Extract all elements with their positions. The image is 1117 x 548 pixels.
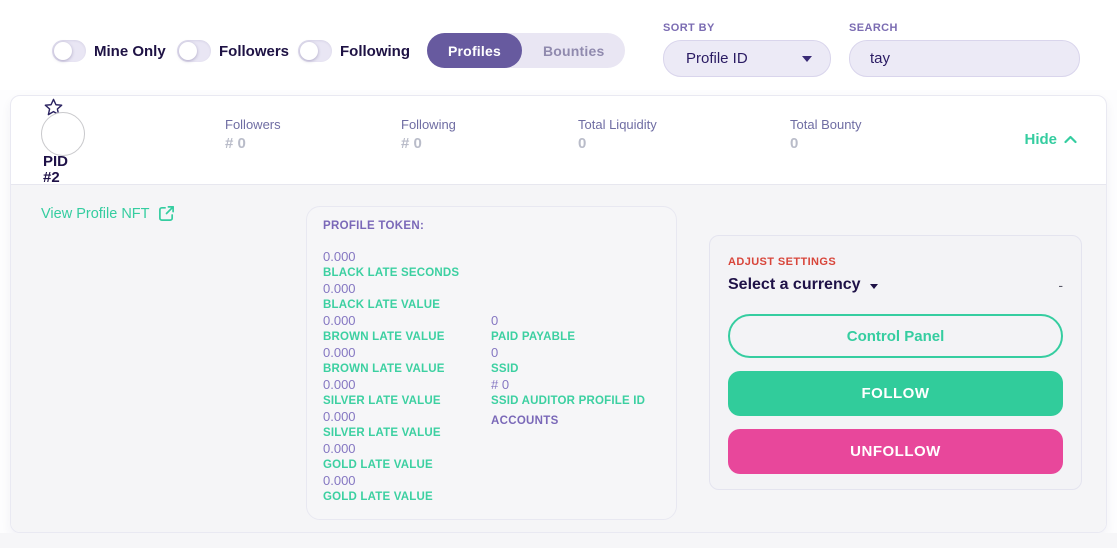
token-column-right: 0 PAID PAYABLE 0 SSID # 0 SSID AUDITOR P… bbox=[491, 313, 645, 429]
token-value: 0.000 bbox=[323, 281, 356, 296]
tab-profiles[interactable]: Profiles bbox=[427, 33, 522, 68]
profiles-bounties-switch: Profiles Bounties bbox=[427, 33, 626, 68]
search-box bbox=[849, 40, 1080, 77]
stat-total-bounty: Total Bounty 0 bbox=[790, 117, 862, 152]
token-value: 0.000 bbox=[323, 249, 356, 264]
mine-only-toggle-group: Mine Only bbox=[52, 40, 166, 62]
followers-toggle-label: Followers bbox=[219, 42, 290, 60]
stat-followers: Followers # 0 bbox=[225, 117, 281, 152]
token-value: # 0 bbox=[491, 377, 510, 392]
profile-token-title: PROFILE TOKEN: bbox=[323, 220, 425, 232]
stat-label: Total Bounty bbox=[790, 117, 862, 132]
token-value: 0 bbox=[491, 313, 499, 328]
toggle-knob bbox=[54, 42, 72, 60]
token-label: GOLD LATE VALUE bbox=[323, 459, 433, 471]
unfollow-button[interactable]: UNFOLLOW bbox=[728, 429, 1063, 474]
profile-card: PID #2 Followers # 0 Following # 0 Total… bbox=[10, 95, 1107, 533]
profile-id-line1: PID bbox=[43, 153, 69, 170]
avatar bbox=[41, 112, 85, 156]
profile-id-line2: #2 bbox=[43, 169, 60, 186]
stat-following: Following # 0 bbox=[401, 117, 456, 152]
token-label: SSID AUDITOR PROFILE ID bbox=[491, 395, 646, 407]
profile-id: PID #2 bbox=[43, 154, 68, 186]
currency-value-placeholder: - bbox=[1058, 277, 1063, 293]
currency-row: Select a currency - bbox=[728, 276, 1063, 294]
token-label: PAID PAYABLE bbox=[491, 331, 576, 343]
stat-value: 0 bbox=[578, 135, 587, 152]
external-link-icon bbox=[158, 206, 174, 221]
stat-value: # 0 bbox=[401, 135, 422, 152]
toggle-knob bbox=[179, 42, 197, 60]
mine-only-toggle[interactable] bbox=[52, 40, 86, 62]
profile-card-body: View Profile NFT PROFILE TOKEN: 0.000 BL… bbox=[11, 184, 1106, 532]
search-label: SEARCH bbox=[849, 22, 898, 34]
view-profile-nft-label: View Profile NFT bbox=[41, 205, 150, 222]
stat-label: Following bbox=[401, 117, 456, 132]
token-label: SILVER LATE VALUE bbox=[323, 395, 441, 407]
stat-label: Total Liquidity bbox=[578, 117, 657, 132]
following-toggle-group: Following bbox=[298, 40, 410, 62]
stat-label: Followers bbox=[225, 117, 281, 132]
accounts-section-label: ACCOUNTS bbox=[491, 415, 559, 427]
stat-value: # 0 bbox=[225, 135, 246, 152]
mine-only-toggle-label: Mine Only bbox=[94, 42, 166, 60]
favorite-star-icon[interactable] bbox=[44, 98, 63, 122]
token-label: SSID bbox=[491, 363, 519, 375]
chevron-up-icon bbox=[1064, 135, 1077, 144]
token-label: SILVER LATE VALUE bbox=[323, 427, 441, 439]
adjust-settings-panel: ADJUST SETTINGS Select a currency - Cont… bbox=[709, 235, 1082, 490]
stat-total-liquidity: Total Liquidity 0 bbox=[578, 117, 657, 152]
token-column-left: 0.000 BLACK LATE SECONDS 0.000 BLACK LAT… bbox=[323, 249, 459, 505]
tab-bounties[interactable]: Bounties bbox=[542, 42, 605, 59]
stat-value: 0 bbox=[790, 135, 799, 152]
chevron-down-icon bbox=[869, 283, 878, 289]
sort-by-value: Profile ID bbox=[686, 50, 748, 67]
sort-by-label: SORT BY bbox=[663, 22, 715, 34]
sort-by-select[interactable]: Profile ID bbox=[663, 40, 831, 77]
token-label: BROWN LATE VALUE bbox=[323, 331, 445, 343]
following-toggle-label: Following bbox=[340, 42, 410, 60]
token-label: BLACK LATE SECONDS bbox=[323, 267, 460, 279]
token-label: BROWN LATE VALUE bbox=[323, 363, 445, 375]
token-value: 0 bbox=[491, 345, 499, 360]
currency-select-label: Select a currency bbox=[728, 276, 861, 293]
toggle-knob bbox=[300, 42, 318, 60]
followers-toggle-group: Followers bbox=[177, 40, 289, 62]
token-value: 0.000 bbox=[323, 441, 356, 456]
toolbar: Mine Only Followers Following Profiles B… bbox=[0, 0, 1117, 90]
following-toggle[interactable] bbox=[298, 40, 332, 62]
token-value: 0.000 bbox=[323, 313, 356, 328]
token-label: BLACK LATE VALUE bbox=[323, 299, 441, 311]
sort-by-group: SORT BY Profile ID bbox=[663, 22, 831, 77]
adjust-settings-title: ADJUST SETTINGS bbox=[728, 256, 837, 268]
search-input[interactable] bbox=[870, 50, 1059, 67]
profile-token-panel: PROFILE TOKEN: 0.000 BLACK LATE SECONDS … bbox=[306, 206, 677, 520]
token-value: 0.000 bbox=[323, 473, 356, 488]
token-value: 0.000 bbox=[323, 345, 356, 360]
token-value: 0.000 bbox=[323, 377, 356, 392]
hide-button[interactable]: Hide bbox=[1024, 131, 1077, 148]
control-panel-button[interactable]: Control Panel bbox=[728, 314, 1063, 358]
page-bottom-strip bbox=[0, 533, 1117, 548]
search-group: SEARCH bbox=[849, 22, 1080, 77]
token-label: GOLD LATE VALUE bbox=[323, 491, 433, 503]
followers-toggle[interactable] bbox=[177, 40, 211, 62]
chevron-down-icon bbox=[802, 55, 812, 62]
currency-select[interactable]: Select a currency bbox=[728, 276, 878, 294]
view-profile-nft-link[interactable]: View Profile NFT bbox=[41, 205, 175, 222]
follow-button[interactable]: FOLLOW bbox=[728, 371, 1063, 416]
hide-label: Hide bbox=[1024, 131, 1057, 148]
token-value: 0.000 bbox=[323, 409, 356, 424]
